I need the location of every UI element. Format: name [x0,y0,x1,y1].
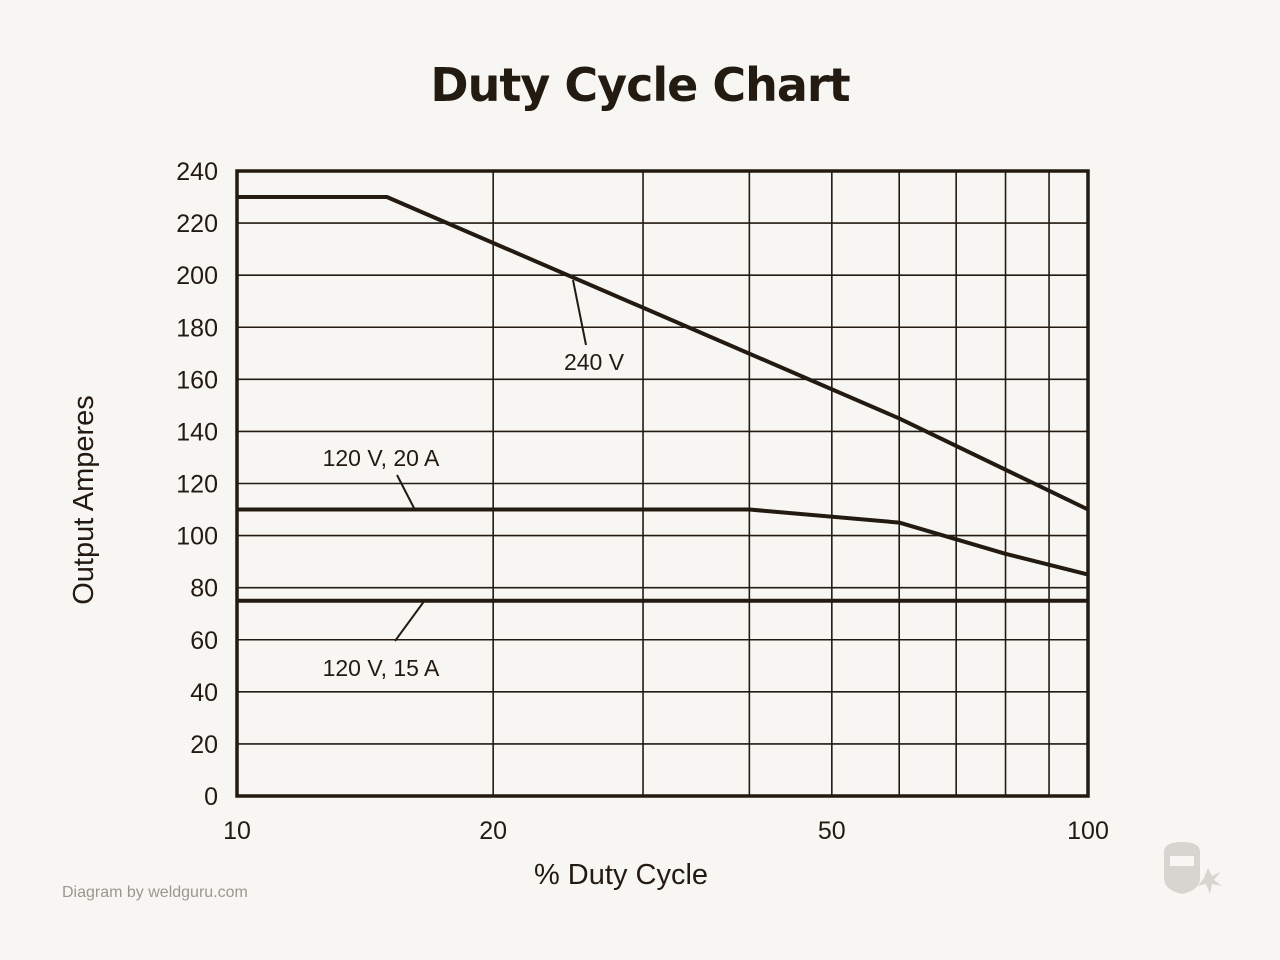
annotation-leader-line [572,279,587,346]
x-tick-label: 100 [1067,817,1109,845]
x-tick-label: 10 [223,817,251,845]
welder-mask-icon [1156,838,1228,915]
y-tick-label: 220 [176,210,218,238]
x-axis-label: % Duty Cycle [534,859,708,891]
x-tick-label: 20 [479,817,507,845]
series-annotations: 240 V 120 V, 20 A 120 V, 15 A [323,279,625,681]
annotation-leader-line [396,474,415,509]
y-tick-label: 120 [176,471,218,499]
y-axis-label: Output Amperes [68,395,100,605]
y-tick-labels: 0 20 40 60 80 100 120 140 160 180 200 220 240 [176,158,218,811]
chart-title: Duty Cycle Chart [430,58,850,112]
series-lines [237,195,1089,603]
y-tick-label: 160 [176,366,218,394]
y-tick-label: 40 [190,679,218,707]
credit-text: Diagram by weldguru.com [62,884,248,901]
y-tick-label: 140 [176,418,218,446]
series-line-0 [237,195,1089,512]
x-tick-label: 50 [818,817,846,845]
plot-frame [235,169,1090,798]
series-line-1 [237,507,1089,577]
grid [236,170,1089,797]
y-tick-label: 60 [190,627,218,655]
series-label: 120 V, 15 A [323,655,440,681]
y-tick-label: 240 [176,158,218,186]
y-tick-label: 0 [204,783,218,811]
y-tick-label: 20 [190,731,218,759]
y-tick-label: 80 [190,575,218,603]
y-tick-label: 200 [176,262,218,290]
series-label: 120 V, 20 A [323,445,440,471]
y-tick-label: 100 [176,523,218,551]
y-tick-label: 180 [176,314,218,342]
series-label: 240 V [564,349,625,375]
x-tick-labels: 10 20 50 100 [223,817,1109,845]
annotation-leader-line [394,599,426,642]
